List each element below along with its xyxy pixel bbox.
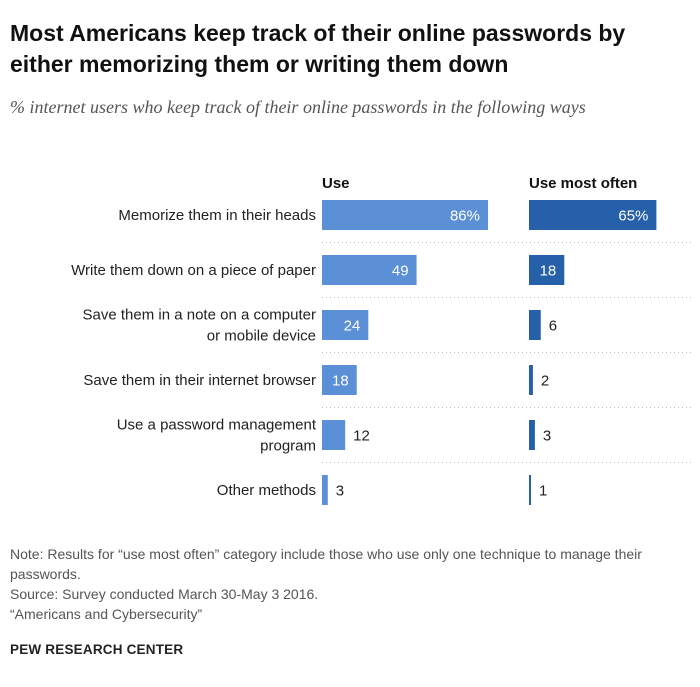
report-title-text: “Americans and Cybersecurity” — [10, 606, 203, 622]
use-most-often-bar — [529, 420, 535, 450]
use-most-often-value-label: 65% — [618, 208, 648, 225]
use-bar — [322, 200, 488, 230]
use-bar — [322, 365, 357, 395]
use-value-label: 86% — [450, 208, 480, 225]
use-value-label: 18 — [332, 373, 349, 390]
use-bar — [322, 475, 328, 505]
source-text: Source: Survey conducted March 30-May 3 … — [10, 586, 319, 602]
chart-subtitle: % internet users who keep track of their… — [10, 97, 586, 117]
use-most-often-bar — [529, 200, 657, 230]
use-value-label: 49 — [392, 263, 409, 280]
use-most-often-value-label: 18 — [540, 263, 557, 280]
bar-chart: Use Use most often Memorize them in their … — [71, 175, 692, 505]
pew-research-center-logo: PEW RESEARCH CENTER — [10, 642, 184, 657]
use-value-label: 24 — [344, 318, 361, 335]
category-label: Other methods — [217, 482, 316, 499]
use-most-often-value-label: 2 — [541, 373, 549, 390]
category-label: Save them in their internet browser — [83, 372, 316, 389]
use-most-often-value-label: 6 — [549, 318, 557, 335]
column-header-use: Use — [322, 175, 350, 192]
use-most-often-bar — [529, 365, 533, 395]
use-most-often-bar — [529, 310, 541, 340]
use-bar — [322, 255, 417, 285]
column-header-use-most-often: Use most often — [529, 175, 637, 192]
use-most-often-value-label: 1 — [539, 483, 547, 500]
use-value-label: 3 — [336, 483, 344, 500]
use-most-often-bar — [529, 475, 531, 505]
category-label: program — [260, 438, 316, 455]
use-bar — [322, 420, 346, 450]
use-most-often-value-label: 3 — [543, 428, 551, 445]
category-label: Save them in a note on a computer — [83, 307, 316, 324]
use-bar — [322, 310, 369, 340]
category-label: Write them down on a piece of paper — [71, 262, 316, 279]
chart-title: Most Americans keep track of their onlin… — [10, 20, 626, 77]
notes: Note: Results for “use most often” categ… — [10, 544, 680, 624]
use-value-label: 12 — [353, 428, 370, 445]
note-text: Note: Results for “use most often” categ… — [10, 546, 642, 582]
category-label: Memorize them in their heads — [118, 207, 316, 224]
category-label: or mobile device — [207, 328, 316, 345]
use-most-often-bar — [529, 255, 565, 285]
category-label: Use a password management — [117, 417, 317, 434]
